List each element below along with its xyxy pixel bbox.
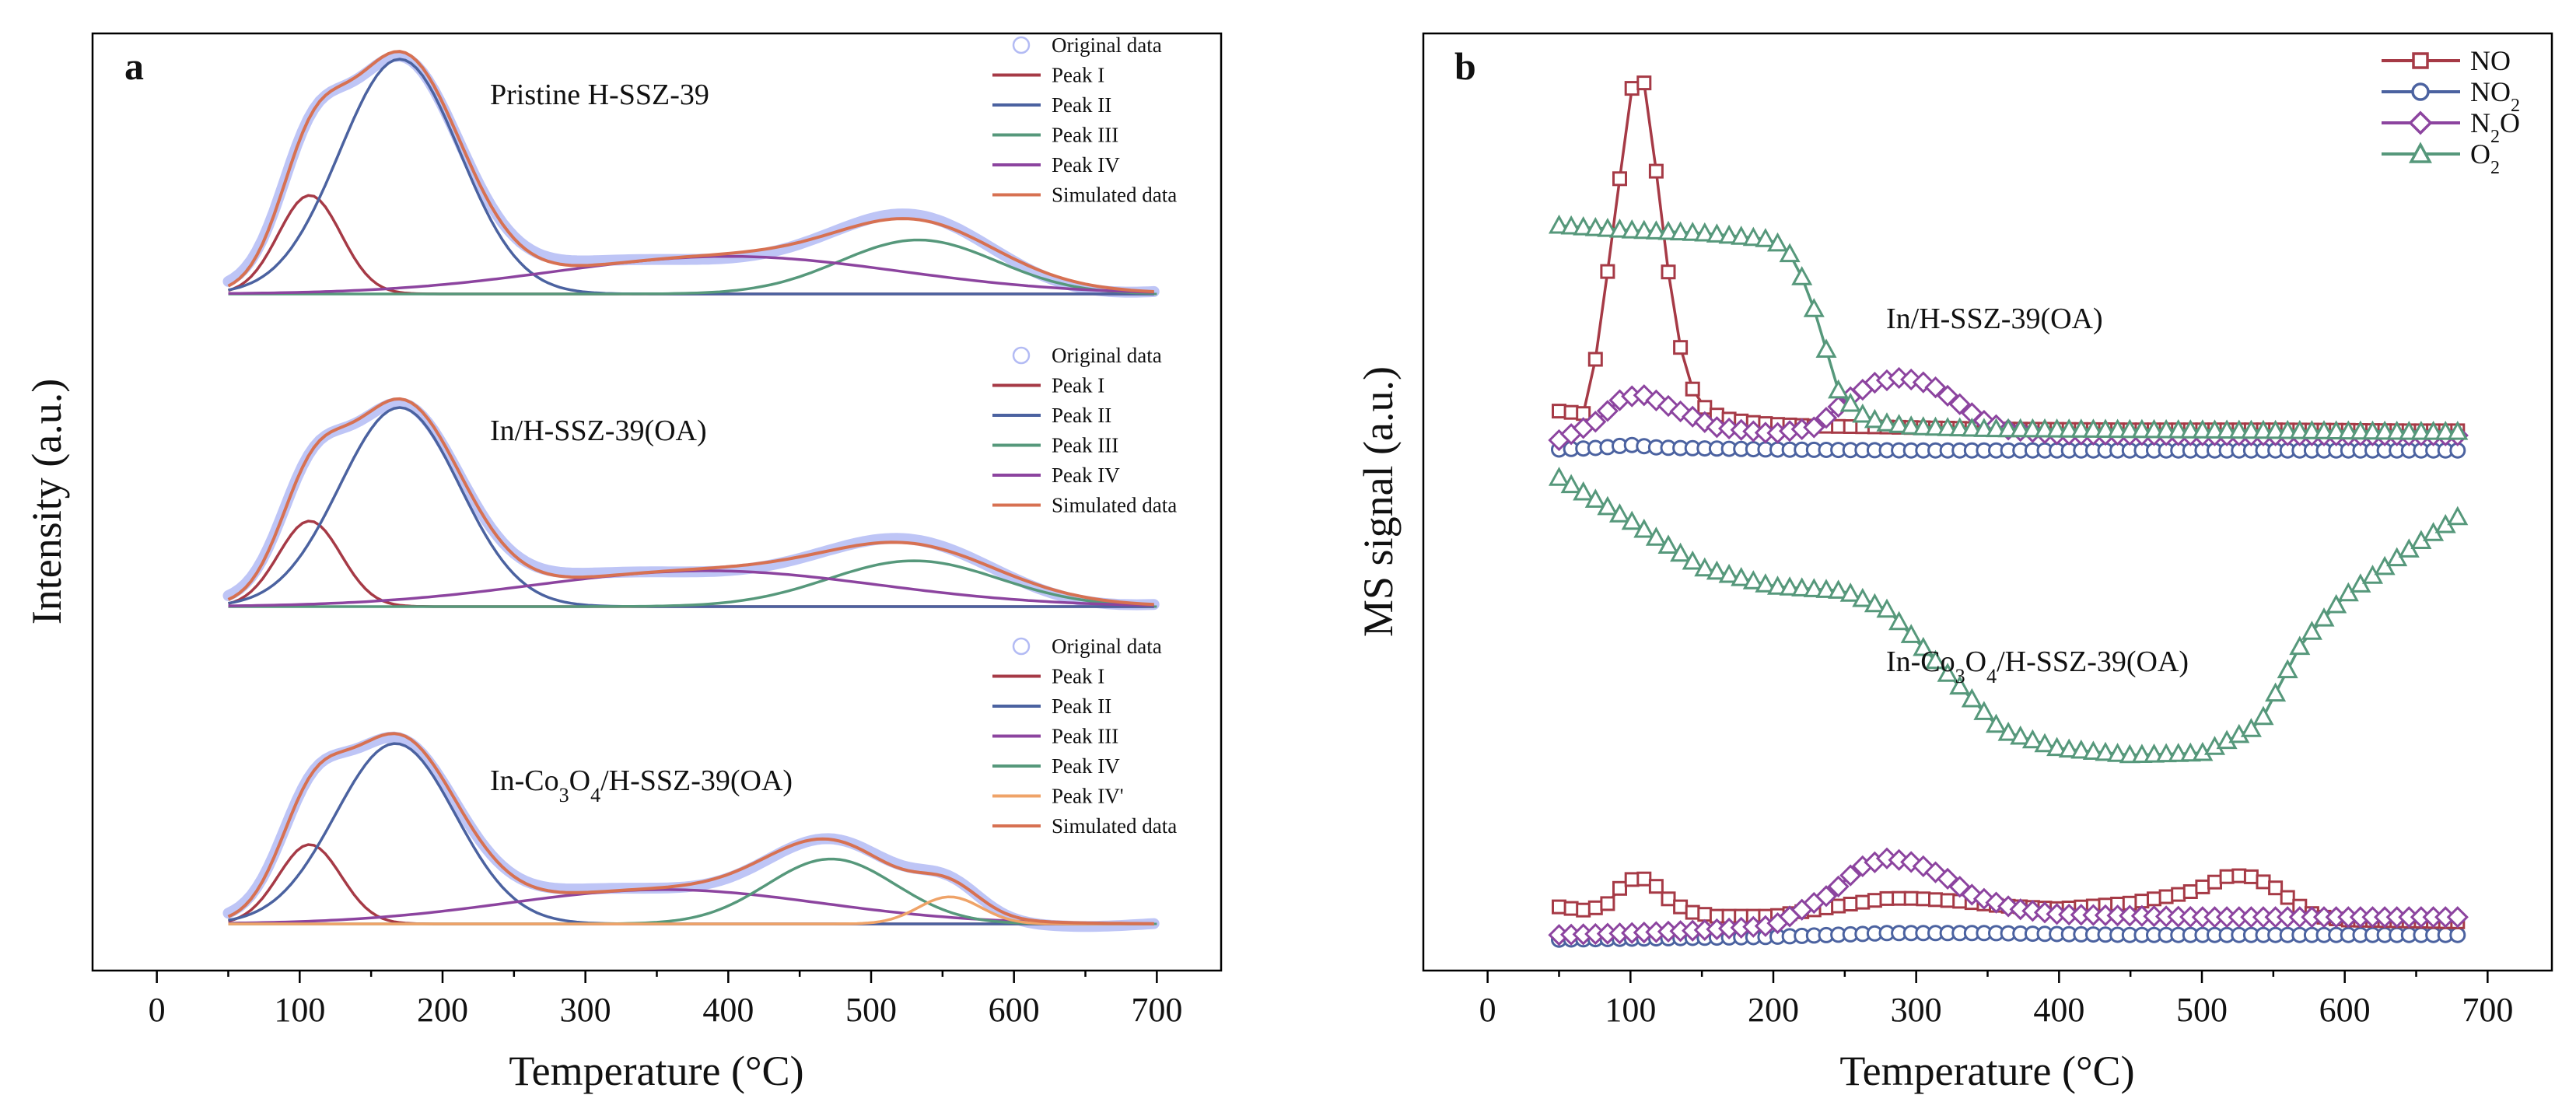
group-label-in-ssz39: In/H-SSZ-39(OA) bbox=[1886, 303, 2103, 335]
legend-label-no: NO bbox=[2470, 45, 2511, 76]
legend-label-simulated-data: Simulated data bbox=[1052, 494, 1177, 517]
simulated-data-line bbox=[227, 732, 1154, 925]
legend-label-peak-ii: Peak II bbox=[1052, 694, 1111, 718]
simulated-data-line bbox=[227, 50, 1154, 293]
x-tick-label: 400 bbox=[702, 991, 754, 1029]
legend-item-o2: O2 bbox=[2382, 138, 2500, 178]
legend-label-n2o: N2O bbox=[2470, 107, 2520, 147]
panel-a-letter: a bbox=[124, 44, 144, 88]
legend-label-peak-ii: Peak II bbox=[1052, 93, 1111, 117]
group-0-series bbox=[1548, 75, 2469, 459]
peak-line-peak-iv bbox=[228, 895, 1154, 925]
peak-line-peak-iii bbox=[228, 888, 1154, 925]
legend-label-original-data: Original data bbox=[1052, 344, 1162, 367]
legend-label-peak-i: Peak I bbox=[1052, 64, 1104, 87]
sample-in-co3o4-ssz39 bbox=[222, 731, 1160, 932]
legend-label-original-data: Original data bbox=[1052, 33, 1162, 57]
series-no-line bbox=[1552, 868, 2466, 929]
legend-item-n2o: N2O bbox=[2382, 107, 2520, 147]
series-no2-line bbox=[1551, 436, 2466, 459]
peak-line-peak-iii bbox=[228, 238, 1154, 296]
panel-a-x-ticks bbox=[156, 971, 1158, 983]
panel-b-y-axis-title: MS signal (a.u.) bbox=[1355, 366, 1402, 637]
panel-b: b 0 100 200 300 400 500 600 700 Temperature (°C… bbox=[1355, 32, 2553, 1094]
legend-marker-triangle bbox=[2409, 142, 2432, 163]
simulated-data-line bbox=[227, 397, 1154, 607]
panel-b-x-tick-labels: 0 100 200 300 400 500 600 700 bbox=[1479, 991, 2514, 1029]
legend-label-peak-iv: Peak IV' bbox=[1052, 785, 1124, 808]
panel-a-x-tick-labels: 0 100 200 300 400 500 600 700 bbox=[149, 991, 1183, 1029]
x-tick-label: 300 bbox=[1891, 991, 1942, 1029]
x-tick-label: 100 bbox=[1605, 991, 1656, 1029]
panel-b-series bbox=[1548, 75, 2469, 948]
x-tick-label: 600 bbox=[989, 991, 1040, 1029]
legend-item-no: NO bbox=[2382, 45, 2511, 76]
legend-marker-original-data bbox=[1012, 36, 1031, 54]
legend-label-o2: O2 bbox=[2470, 138, 2500, 178]
x-tick-label: 200 bbox=[417, 991, 468, 1029]
x-tick-label: 500 bbox=[2176, 991, 2228, 1029]
legend-label-peak-iii: Peak III bbox=[1052, 124, 1118, 147]
legend-label-original-data: Original data bbox=[1052, 635, 1162, 658]
legend-label-peak-iii: Peak III bbox=[1052, 434, 1118, 457]
x-tick-label: 700 bbox=[1131, 991, 1182, 1029]
panel-b-x-ticks bbox=[1486, 971, 2489, 983]
x-tick-label: 100 bbox=[274, 991, 325, 1029]
legend-label-simulated-data: Simulated data bbox=[1052, 814, 1177, 838]
legend-label-peak-iv: Peak IV bbox=[1052, 153, 1120, 177]
legend-label-peak-i: Peak I bbox=[1052, 374, 1104, 397]
x-tick-label: 600 bbox=[2319, 991, 2371, 1029]
legend-label-no2: NO2 bbox=[2470, 76, 2520, 116]
peak-line-peak-i bbox=[227, 194, 1154, 296]
panel-b-x-axis-title: Temperature (°C) bbox=[1839, 1048, 2134, 1094]
legend-label-peak-iv: Peak IV bbox=[1052, 754, 1120, 778]
series-no2-line bbox=[1551, 925, 2466, 948]
series-o2-line bbox=[1548, 214, 2469, 440]
legend-marker-original-data bbox=[1012, 637, 1031, 656]
peak-line-peak-ii bbox=[228, 406, 1154, 608]
sample-label-in-co3o4-ssz39: In-Co3O4/H-SSZ-39(OA) bbox=[490, 764, 793, 806]
legend-marker-diamond bbox=[2408, 110, 2433, 135]
group-1-series bbox=[1548, 467, 2469, 948]
legend-label-peak-iii: Peak III bbox=[1052, 725, 1118, 748]
legend-marker-circle bbox=[2411, 82, 2430, 101]
legend-marker-square bbox=[2412, 52, 2429, 69]
legend-label-peak-ii: Peak II bbox=[1052, 404, 1111, 427]
peak-line-peak-iii bbox=[228, 559, 1154, 608]
panel-b-letter: b bbox=[1454, 44, 1476, 88]
panel-a: a 0 100 200 300 400 500 600 700 Temperature (°C… bbox=[23, 32, 1223, 1094]
peak-line-peak-i bbox=[227, 520, 1154, 608]
sample-label-in-ssz39: In/H-SSZ-39(OA) bbox=[490, 415, 707, 447]
x-tick-label: 400 bbox=[2033, 991, 2084, 1029]
x-tick-label: 300 bbox=[560, 991, 611, 1029]
x-tick-label: 500 bbox=[845, 991, 897, 1029]
x-tick-label: 0 bbox=[149, 991, 166, 1029]
legend-marker-original-data bbox=[1012, 346, 1031, 365]
x-tick-label: 0 bbox=[1479, 991, 1496, 1029]
sample-label-pristine: Pristine H-SSZ-39 bbox=[490, 79, 709, 111]
legend-item-no2: NO2 bbox=[2382, 76, 2520, 116]
series-no-line bbox=[1552, 75, 2466, 439]
legend-label-peak-i: Peak I bbox=[1052, 665, 1104, 688]
sample-pristine bbox=[222, 50, 1160, 298]
panel-b-frame bbox=[1422, 32, 2553, 972]
sample-in-ssz39 bbox=[222, 397, 1160, 610]
series-n2o-line bbox=[1548, 847, 2469, 946]
x-tick-label: 200 bbox=[1748, 991, 1799, 1029]
series-o2-line bbox=[1548, 467, 2469, 764]
legend-label-peak-iv: Peak IV bbox=[1052, 464, 1120, 487]
panel-a-x-axis-title: Temperature (°C) bbox=[509, 1048, 803, 1094]
panel-a-y-axis-title: Intensity (a.u.) bbox=[23, 379, 70, 624]
legend-label-simulated-data: Simulated data bbox=[1052, 184, 1177, 207]
group-label-in-co3o4-ssz39: In-Co3O4/H-SSZ-39(OA) bbox=[1886, 645, 2189, 687]
x-tick-label: 700 bbox=[2462, 991, 2513, 1029]
panel-a-legends: Original data Peak I Peak II Peak III Peak I… bbox=[992, 33, 1177, 838]
